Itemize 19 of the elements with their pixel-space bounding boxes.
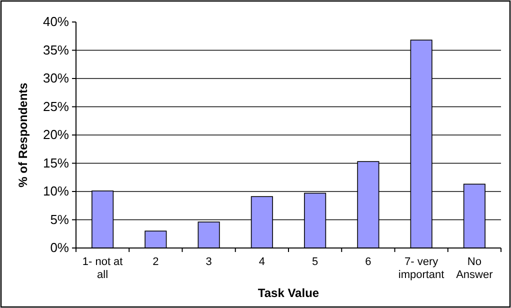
y-tick-label: 0% (50, 240, 70, 256)
y-tick-label: 30% (42, 70, 70, 86)
x-tick-label: 7- very important (398, 256, 444, 281)
x-axis-title: Task Value (258, 286, 320, 300)
x-tick-label: 5 (312, 256, 318, 268)
y-axis-title: % of Respondents (16, 82, 30, 188)
x-tick-label: 6 (365, 256, 372, 268)
x-tick-label: 2 (152, 256, 159, 268)
x-tick-label: 1- not at all (82, 256, 123, 281)
y-tick-label: 20% (42, 127, 70, 142)
x-tick-label: 4 (258, 256, 265, 268)
y-tick-label: 35% (42, 42, 70, 58)
x-tick-label: No Answer (456, 256, 494, 281)
y-tick-label: 10% (42, 184, 70, 199)
y-tick-label: 40% (42, 14, 70, 30)
y-tick-label: 25% (42, 98, 70, 114)
x-tick-label: 3 (206, 256, 212, 268)
y-tick-label: 15% (42, 155, 70, 170)
y-tick-label: 5% (50, 212, 70, 227)
